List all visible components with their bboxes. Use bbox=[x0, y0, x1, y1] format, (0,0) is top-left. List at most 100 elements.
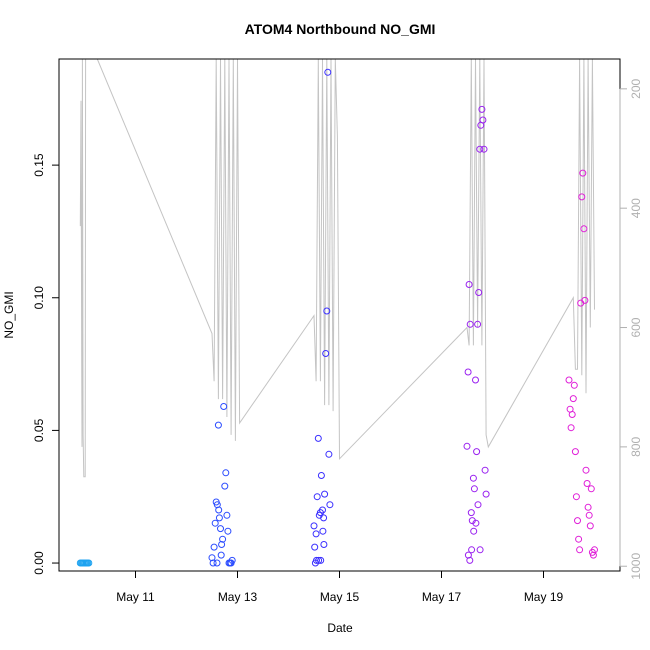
right-tick-label: 200 bbox=[629, 79, 643, 99]
data-point bbox=[583, 480, 591, 487]
data-point bbox=[313, 556, 320, 564]
profile-line bbox=[79, 58, 595, 478]
data-point bbox=[321, 490, 329, 498]
data-point bbox=[319, 506, 326, 514]
data-point bbox=[220, 403, 228, 410]
x-axis-label: Date bbox=[327, 621, 353, 635]
data-point bbox=[474, 320, 482, 328]
data-point bbox=[215, 506, 223, 514]
y-tick-label: 0.00 bbox=[32, 551, 46, 575]
data-point bbox=[587, 485, 595, 493]
data-point bbox=[217, 551, 225, 559]
data-point bbox=[210, 543, 218, 551]
data-point bbox=[591, 546, 598, 554]
right-tick-label: 800 bbox=[629, 437, 643, 457]
right-tick-label: 1000 bbox=[629, 553, 643, 580]
data-point bbox=[476, 546, 484, 554]
data-point bbox=[228, 556, 236, 564]
y-axis-label: NO_GMI bbox=[2, 291, 16, 338]
x-tick-label: May 17 bbox=[422, 590, 462, 604]
data-point bbox=[209, 559, 217, 567]
data-point bbox=[589, 551, 597, 559]
data-point bbox=[568, 411, 576, 418]
data-point bbox=[472, 376, 479, 384]
data-point bbox=[569, 395, 577, 403]
data-point bbox=[467, 509, 475, 517]
data-point bbox=[219, 535, 227, 543]
data-point bbox=[223, 511, 231, 519]
data-point bbox=[473, 448, 481, 456]
data-point bbox=[466, 320, 474, 328]
data-point bbox=[469, 474, 477, 482]
data-point bbox=[470, 527, 478, 535]
data-point bbox=[579, 169, 587, 177]
data-point bbox=[217, 525, 224, 533]
data-point bbox=[214, 421, 222, 429]
data-point bbox=[314, 434, 322, 442]
y-tick-label: 0.10 bbox=[32, 286, 46, 310]
chart-title: ATOM4 Northbound NO_GMI bbox=[245, 21, 436, 37]
plot-frame bbox=[58, 58, 621, 572]
data-point bbox=[464, 368, 472, 376]
data-point bbox=[582, 466, 590, 474]
data-point bbox=[85, 559, 93, 567]
data-point bbox=[323, 307, 331, 315]
data-point bbox=[480, 145, 488, 153]
data-point bbox=[575, 535, 583, 543]
data-point bbox=[574, 517, 581, 525]
x-tick-label: May 15 bbox=[320, 590, 360, 604]
data-point bbox=[585, 511, 593, 519]
data-point bbox=[222, 469, 230, 477]
data-point bbox=[482, 490, 490, 498]
data-point bbox=[218, 541, 226, 548]
data-point bbox=[465, 281, 473, 288]
data-point bbox=[317, 472, 325, 479]
data-point bbox=[479, 116, 487, 124]
data-point bbox=[313, 493, 321, 501]
data-point bbox=[476, 145, 484, 153]
y-tick-label: 0.05 bbox=[32, 418, 46, 442]
data-point bbox=[221, 482, 229, 490]
data-point bbox=[584, 503, 592, 511]
data-point bbox=[572, 493, 580, 501]
right-tick-label: 400 bbox=[629, 198, 643, 218]
data-point bbox=[481, 466, 489, 474]
data-point bbox=[311, 543, 319, 551]
data-point bbox=[576, 546, 584, 554]
data-point bbox=[463, 442, 471, 450]
data-point bbox=[578, 193, 586, 201]
data-point bbox=[319, 527, 327, 535]
data-point bbox=[324, 68, 332, 76]
data-point bbox=[580, 225, 588, 233]
x-tick-label: May 19 bbox=[524, 590, 564, 604]
right-tick-label: 600 bbox=[629, 317, 643, 337]
data-point bbox=[211, 519, 219, 527]
data-point bbox=[224, 527, 232, 535]
data-point bbox=[475, 289, 483, 296]
y-tick-label: 0.15 bbox=[32, 153, 46, 177]
data-point bbox=[320, 541, 328, 548]
data-point bbox=[472, 519, 480, 527]
data-point bbox=[315, 556, 323, 564]
data-point bbox=[317, 556, 325, 564]
data-point bbox=[213, 559, 221, 567]
data-point bbox=[312, 530, 320, 538]
x-tick-label: May 11 bbox=[116, 590, 155, 604]
data-point bbox=[581, 296, 589, 304]
data-point bbox=[570, 381, 578, 389]
data-point bbox=[215, 514, 223, 522]
data-point bbox=[208, 554, 216, 562]
data-point bbox=[586, 522, 594, 530]
data-point bbox=[466, 556, 474, 564]
data-point bbox=[470, 485, 478, 493]
data-point bbox=[468, 546, 476, 554]
data-point bbox=[310, 522, 318, 530]
data-point bbox=[565, 376, 573, 384]
data-point bbox=[567, 424, 575, 432]
data-point bbox=[326, 501, 334, 509]
data-point bbox=[478, 105, 486, 113]
x-tick-label: May 13 bbox=[218, 590, 258, 604]
data-point bbox=[322, 350, 330, 357]
data-point bbox=[325, 450, 333, 458]
